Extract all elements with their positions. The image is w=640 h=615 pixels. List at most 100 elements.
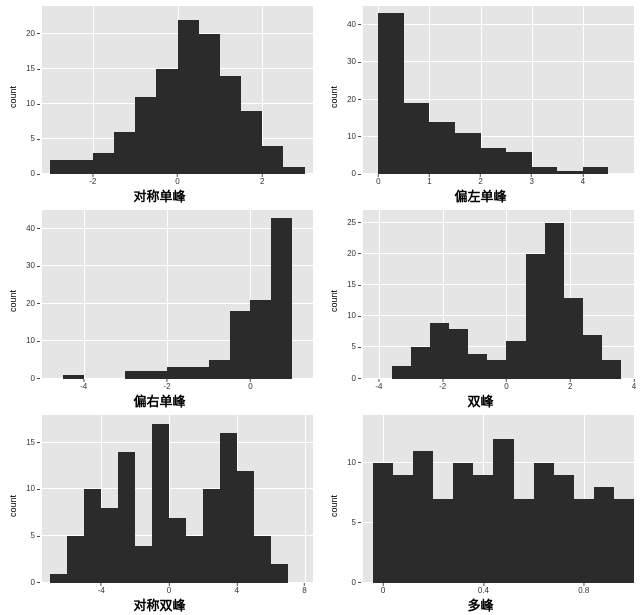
bar: [453, 463, 473, 583]
bar: [50, 574, 67, 583]
bar: [411, 347, 430, 378]
bar: [241, 111, 262, 174]
bar: [534, 463, 554, 583]
bar: [50, 160, 71, 174]
y-ticks: 0510: [341, 415, 363, 583]
y-tick: 15: [26, 439, 40, 447]
panel-p5: count051015-4048对称双峰: [6, 415, 313, 615]
bar: [283, 167, 304, 174]
bar: [125, 371, 146, 378]
y-ticks: 05101520: [20, 6, 42, 174]
bar: [455, 133, 481, 174]
bar: [67, 536, 84, 583]
bar: [583, 335, 602, 379]
bar: [413, 451, 433, 583]
x-tick: 4: [632, 379, 636, 391]
bar: [152, 424, 169, 583]
x-tick: 0: [167, 583, 171, 595]
x-tick: 0.4: [478, 583, 489, 595]
bar: [135, 97, 156, 174]
x-tick: -2: [439, 379, 446, 391]
y-tick: 0: [31, 579, 40, 587]
bar: [481, 148, 507, 174]
bar: [209, 360, 230, 379]
y-tick: 0: [352, 170, 361, 178]
panel-title: 双峰: [327, 393, 634, 411]
x-tick: 3: [530, 174, 534, 186]
y-tick: 40: [26, 225, 40, 233]
y-tick: 10: [347, 312, 361, 320]
y-tick: 0: [31, 170, 40, 178]
bar: [393, 475, 413, 583]
y-tick: 5: [31, 135, 40, 143]
y-tick: 30: [26, 262, 40, 270]
y-tick: 40: [347, 21, 361, 29]
y-axis-label: count: [329, 495, 339, 517]
bar: [392, 366, 411, 378]
bar: [473, 475, 493, 583]
x-tick: 1: [427, 174, 431, 186]
histogram-plot: [42, 415, 313, 583]
bar: [487, 360, 506, 379]
bar: [203, 489, 220, 583]
bar: [250, 300, 271, 379]
bar: [135, 546, 152, 583]
x-tick: 0: [504, 379, 508, 391]
bar: [271, 218, 292, 379]
histogram-plot: [42, 210, 313, 378]
bar: [506, 341, 525, 378]
bar: [254, 536, 271, 583]
x-tick: 2: [260, 174, 264, 186]
panel-p2: count01020304001234偏左单峰: [327, 6, 634, 206]
bar: [101, 508, 118, 583]
x-tick: -4: [80, 379, 87, 391]
x-tick: 2: [478, 174, 482, 186]
panel-title: 偏右单峰: [6, 393, 313, 411]
panel-title: 对称双峰: [6, 597, 313, 615]
bar: [373, 463, 393, 583]
y-tick: 10: [347, 133, 361, 141]
bar: [237, 471, 254, 583]
y-tick: 10: [347, 459, 361, 467]
y-ticks: 010203040: [20, 210, 42, 378]
y-tick: 15: [347, 281, 361, 289]
x-ticks: -202: [42, 174, 313, 188]
bar: [169, 518, 186, 583]
x-tick: 0: [376, 174, 380, 186]
y-axis-label: count: [329, 86, 339, 108]
histogram-plot: [363, 6, 634, 174]
panel-title: 对称单峰: [6, 188, 313, 206]
bar: [429, 122, 455, 174]
y-tick: 5: [31, 532, 40, 540]
panel-p4: count0510152025-4-2024双峰: [327, 210, 634, 410]
y-tick: 25: [347, 219, 361, 227]
x-tick: 0: [381, 583, 385, 595]
x-ticks: -4-20: [42, 379, 313, 393]
x-tick: -4: [375, 379, 382, 391]
panel-p1: count05101520-202对称单峰: [6, 6, 313, 206]
y-ticks: 0510152025: [341, 210, 363, 378]
bar: [594, 487, 614, 583]
bar: [574, 499, 594, 583]
y-axis-label: count: [8, 290, 18, 312]
bar: [449, 329, 468, 379]
bar: [614, 499, 634, 583]
bar: [493, 439, 513, 583]
bar: [564, 298, 583, 379]
bar: [186, 536, 203, 583]
bar: [404, 103, 430, 174]
y-ticks: 051015: [20, 415, 42, 583]
bar: [532, 167, 558, 174]
bar: [583, 167, 609, 174]
y-ticks: 010203040: [341, 6, 363, 174]
x-ticks: -4048: [42, 583, 313, 597]
y-tick: 5: [352, 343, 361, 351]
bar: [506, 152, 532, 174]
bar: [114, 132, 135, 174]
panel-title: 偏左单峰: [327, 188, 634, 206]
bar: [93, 153, 114, 174]
panel-p3: count010203040-4-20偏右单峰: [6, 210, 313, 410]
bar: [188, 367, 209, 378]
y-tick: 30: [347, 58, 361, 66]
x-ticks: -4-2024: [363, 379, 634, 393]
